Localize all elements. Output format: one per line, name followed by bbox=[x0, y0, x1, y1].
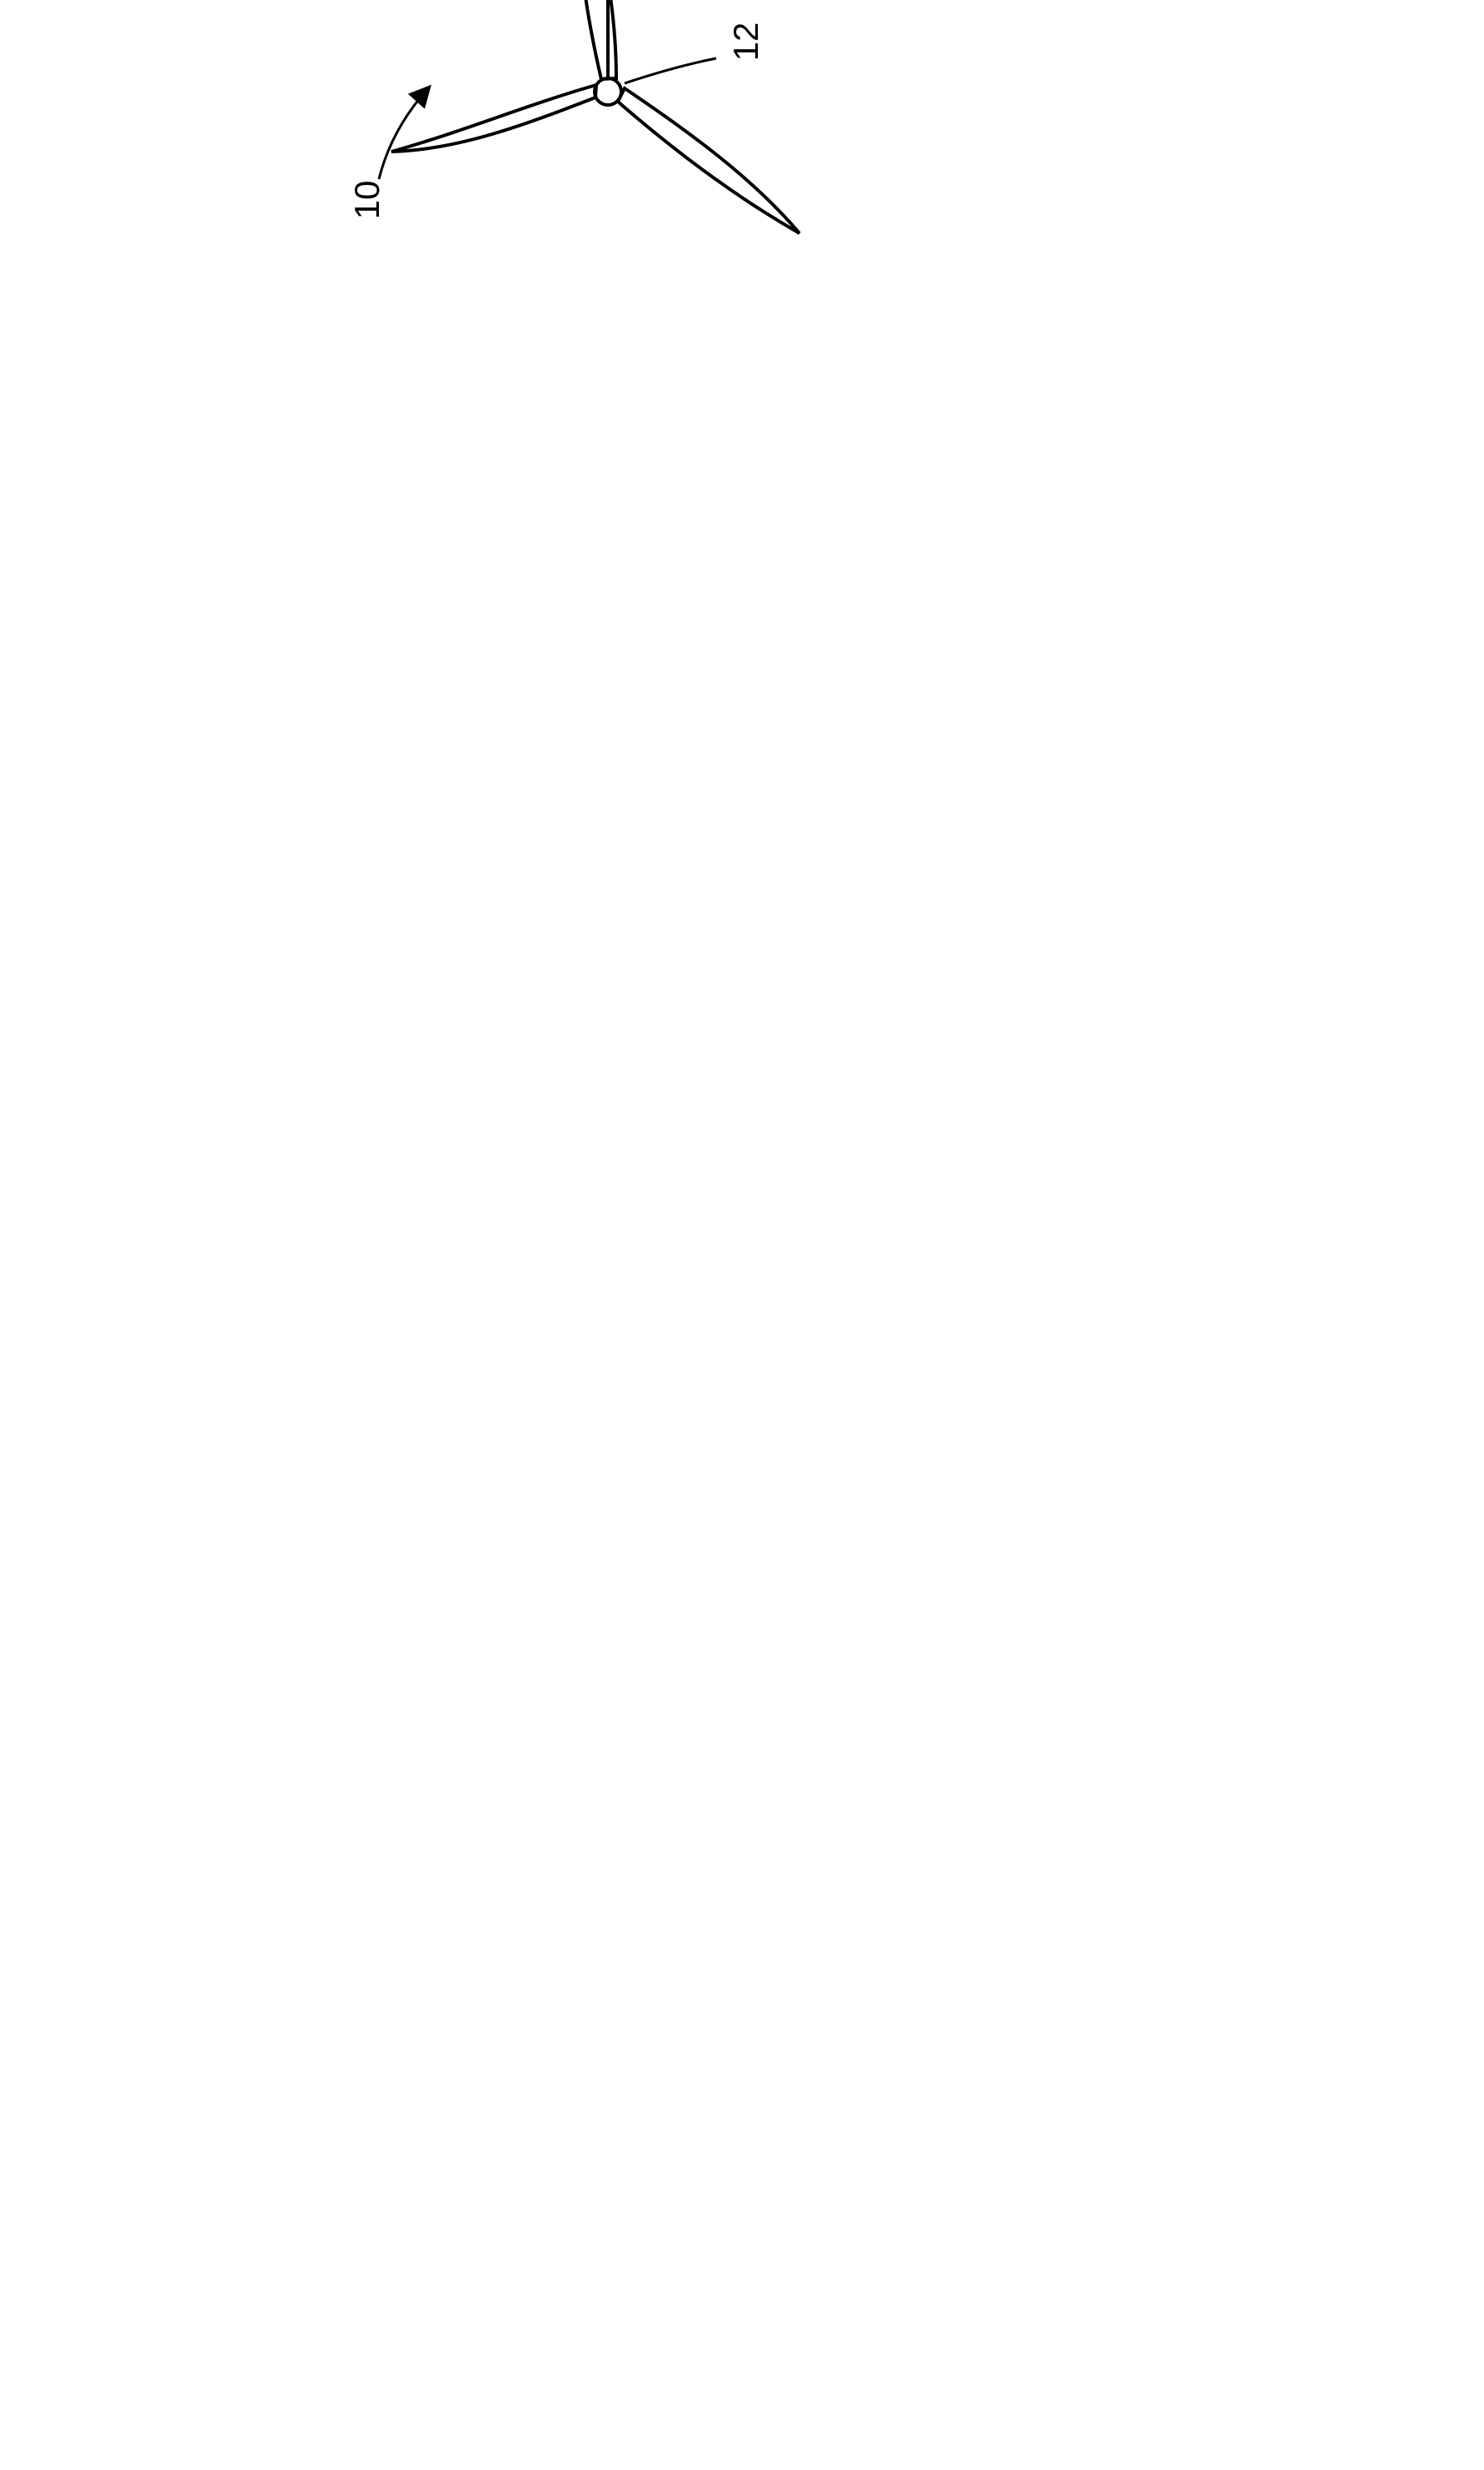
page: 12 GEAR BOX 19 WOUND FIELD/PM SYNCHRONOU… bbox=[0, 0, 1484, 2470]
diagram-container: 12 GEAR BOX 19 WOUND FIELD/PM SYNCHRONOU… bbox=[333, 0, 1253, 250]
ref-turbine: 12 bbox=[726, 22, 765, 62]
ref-system: 10 bbox=[347, 181, 386, 220]
system-ref: 10 bbox=[347, 87, 429, 219]
wind-turbine: 12 bbox=[391, 0, 799, 233]
diagram-svg: 12 GEAR BOX 19 WOUND FIELD/PM SYNCHRONOU… bbox=[333, 0, 1249, 250]
